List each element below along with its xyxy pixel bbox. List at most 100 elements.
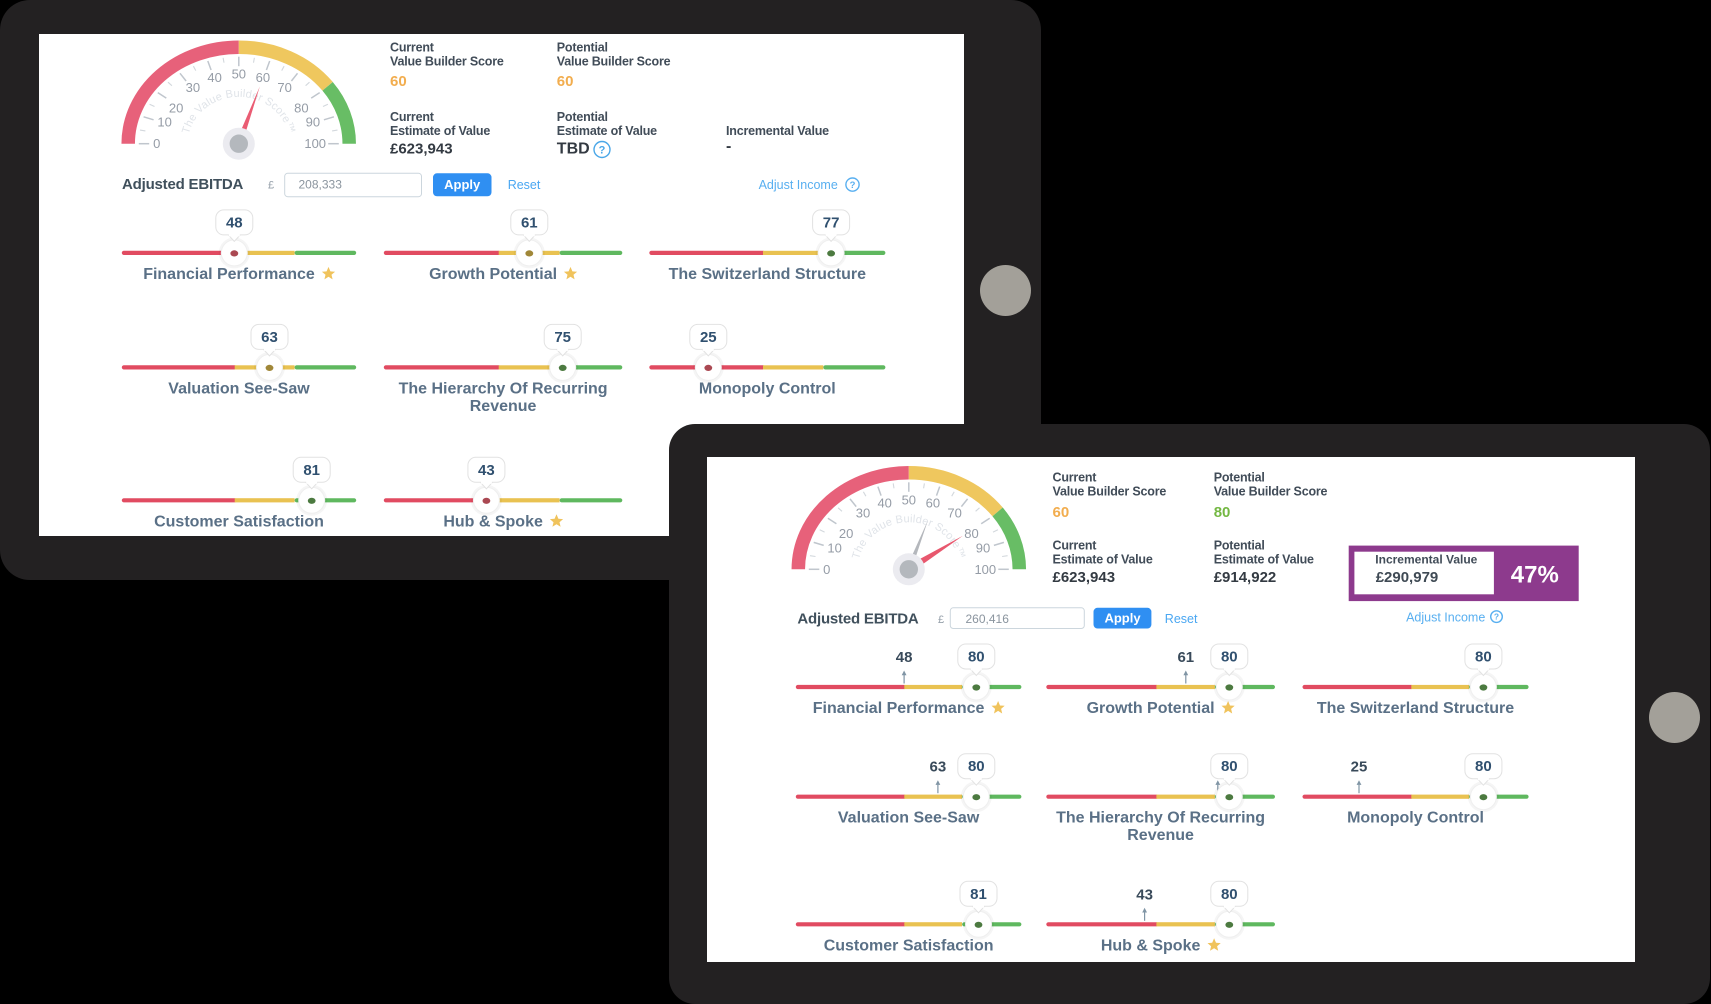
svg-text:80: 80	[294, 101, 308, 116]
svg-text:?: ?	[1494, 612, 1499, 622]
svg-text:81: 81	[970, 886, 987, 903]
svg-text:43: 43	[1136, 886, 1153, 903]
svg-text:Current: Current	[390, 41, 435, 55]
svg-text:60: 60	[557, 73, 574, 90]
svg-text:77: 77	[823, 214, 840, 231]
svg-text:Current: Current	[1053, 538, 1098, 552]
svg-text:£: £	[938, 614, 944, 626]
svg-text:Potential: Potential	[1214, 471, 1265, 485]
svg-text:Revenue: Revenue	[1127, 827, 1194, 844]
svg-text:TBD: TBD	[557, 141, 590, 158]
svg-text:?: ?	[850, 180, 856, 191]
svg-text:48: 48	[226, 214, 243, 231]
svg-text:The Switzerland Structure: The Switzerland Structure	[1317, 700, 1514, 717]
svg-text:£: £	[268, 180, 274, 192]
svg-text:0: 0	[153, 136, 160, 151]
svg-text:20: 20	[839, 526, 853, 541]
svg-text:25: 25	[1351, 759, 1368, 776]
svg-text:Hub & Spoke: Hub & Spoke	[443, 513, 543, 530]
svg-text:25: 25	[700, 329, 717, 346]
svg-text:Adjust Income: Adjust Income	[759, 178, 838, 192]
svg-text:90: 90	[306, 115, 320, 130]
svg-text:81: 81	[303, 462, 320, 479]
svg-text:£623,943: £623,943	[1053, 569, 1116, 586]
svg-text:70: 70	[277, 80, 291, 95]
svg-text:80: 80	[964, 526, 978, 541]
svg-text:Estimate of Value: Estimate of Value	[1214, 552, 1314, 566]
svg-text:80: 80	[1475, 758, 1492, 775]
svg-text:Value Builder Score: Value Builder Score	[1214, 485, 1328, 499]
svg-text:260,416: 260,416	[966, 612, 1010, 626]
svg-text:80: 80	[968, 758, 985, 775]
svg-text:Valuation See-Saw: Valuation See-Saw	[168, 380, 310, 397]
svg-text:60: 60	[390, 73, 407, 90]
svg-text:Financial Performance: Financial Performance	[813, 700, 985, 717]
svg-text:£623,943: £623,943	[390, 141, 453, 158]
svg-text:Potential: Potential	[557, 41, 608, 55]
svg-text:Reset: Reset	[1165, 612, 1198, 626]
svg-text:Current: Current	[1053, 471, 1098, 485]
svg-text:£914,922: £914,922	[1214, 569, 1277, 586]
svg-text:The Switzerland Structure: The Switzerland Structure	[669, 266, 866, 283]
svg-text:Monopoly Control: Monopoly Control	[699, 380, 836, 397]
svg-text:Growth Potential: Growth Potential	[1087, 700, 1215, 717]
svg-text:Current: Current	[390, 110, 435, 124]
svg-text:Potential: Potential	[557, 110, 608, 124]
svg-text:40: 40	[207, 70, 221, 85]
svg-text:90: 90	[976, 540, 990, 555]
svg-text:Adjusted EBITDA: Adjusted EBITDA	[797, 610, 919, 627]
svg-text:Revenue: Revenue	[470, 398, 537, 415]
svg-text:-: -	[726, 138, 731, 155]
svg-text:10: 10	[157, 115, 171, 130]
svg-text:30: 30	[186, 80, 200, 95]
svg-text:61: 61	[1177, 649, 1194, 666]
svg-text:Incremental Value: Incremental Value	[726, 124, 829, 138]
svg-text:The Hierarchy Of Recurring: The Hierarchy Of Recurring	[399, 380, 608, 397]
svg-text:Estimate of Value: Estimate of Value	[557, 124, 657, 138]
svg-text:60: 60	[1053, 504, 1070, 521]
svg-text:50: 50	[902, 492, 916, 507]
svg-text:Adjusted EBITDA: Adjusted EBITDA	[122, 176, 244, 193]
svg-text:10: 10	[827, 540, 841, 555]
svg-text:50: 50	[232, 67, 246, 82]
svg-text:Value Builder Score: Value Builder Score	[390, 55, 504, 69]
svg-text:0: 0	[823, 562, 830, 577]
svg-text:Estimate of Value: Estimate of Value	[390, 124, 490, 138]
svg-text:47%: 47%	[1511, 562, 1559, 589]
svg-text:£290,979: £290,979	[1376, 569, 1439, 586]
svg-text:Growth Potential: Growth Potential	[429, 266, 557, 283]
svg-text:61: 61	[521, 214, 538, 231]
svg-text:Hub & Spoke: Hub & Spoke	[1101, 937, 1201, 954]
svg-text:80: 80	[968, 649, 985, 666]
svg-text:80: 80	[1221, 649, 1238, 666]
svg-text:Customer Satisfaction: Customer Satisfaction	[824, 937, 994, 954]
svg-text:Adjust Income: Adjust Income	[1406, 611, 1485, 625]
svg-text:80: 80	[1221, 758, 1238, 775]
svg-text:63: 63	[930, 759, 947, 776]
svg-text:The Hierarchy Of Recurring: The Hierarchy Of Recurring	[1056, 810, 1265, 827]
svg-text:Valuation See-Saw: Valuation See-Saw	[838, 810, 980, 827]
svg-text:Value Builder Score: Value Builder Score	[557, 55, 671, 69]
svg-text:43: 43	[478, 462, 495, 479]
svg-text:Apply: Apply	[444, 177, 481, 192]
svg-text:80: 80	[1214, 504, 1231, 521]
svg-text:100: 100	[304, 136, 326, 151]
svg-text:30: 30	[856, 506, 870, 521]
svg-text:?: ?	[599, 145, 606, 157]
svg-text:Reset: Reset	[508, 178, 541, 192]
svg-text:75: 75	[554, 329, 571, 346]
svg-text:60: 60	[256, 70, 270, 85]
svg-text:63: 63	[261, 329, 278, 346]
svg-text:Potential: Potential	[1214, 538, 1265, 552]
svg-text:80: 80	[1475, 649, 1492, 666]
svg-text:Monopoly Control: Monopoly Control	[1347, 810, 1484, 827]
svg-text:Incremental Value: Incremental Value	[1375, 552, 1477, 566]
svg-text:60: 60	[926, 496, 940, 511]
svg-text:80: 80	[1221, 886, 1238, 903]
svg-text:48: 48	[896, 649, 913, 666]
svg-text:Value Builder Score: Value Builder Score	[1053, 485, 1167, 499]
svg-text:Estimate of Value: Estimate of Value	[1053, 552, 1153, 566]
svg-text:40: 40	[877, 496, 891, 511]
svg-text:Financial Performance: Financial Performance	[143, 266, 315, 283]
svg-text:20: 20	[169, 101, 183, 116]
